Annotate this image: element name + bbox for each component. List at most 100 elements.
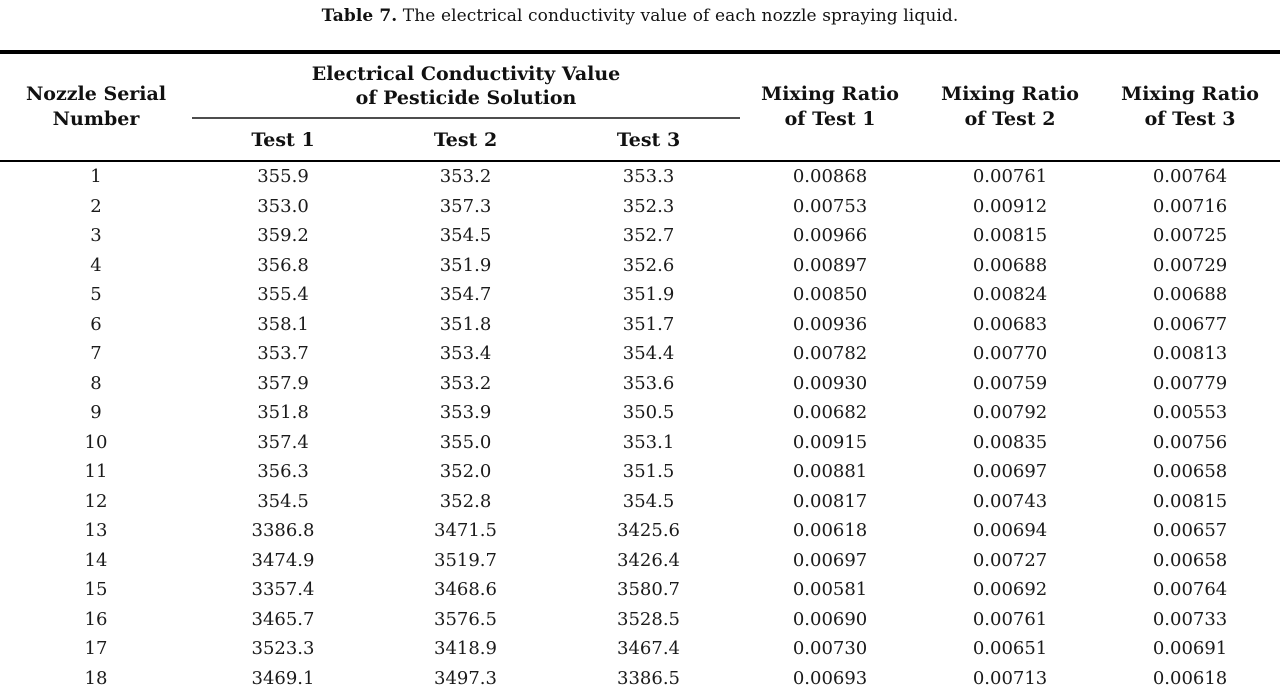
- table-row: 12 354.5 352.8 354.5 0.00817 0.00743 0.00815: [0, 487, 1280, 517]
- cell-nozzle-serial: 14: [84, 549, 108, 571]
- cell-value: 3426.4: [617, 549, 680, 571]
- cell-value: 0.00815: [1152, 490, 1228, 512]
- cell-value: 3497.3: [434, 667, 497, 689]
- cell-nozzle-serial: 7: [90, 343, 102, 365]
- cell-value: 0.00759: [972, 372, 1048, 394]
- cell-nozzle-serial: 11: [84, 461, 108, 483]
- cell-value: 0.00897: [792, 254, 868, 276]
- table-row: 8 357.9 353.2 353.6 0.00930 0.00759 0.00779: [0, 369, 1280, 399]
- cell-value: 354.5: [439, 225, 492, 247]
- header-mixing-ratio-test-1: Mixing Ratio of Test 1: [740, 52, 921, 162]
- cell-value: 0.00733: [1152, 608, 1228, 630]
- cell-value: 3467.4: [617, 638, 680, 660]
- cell-value: 354.4: [622, 343, 675, 365]
- table-row: 2 353.0 357.3 352.3 0.00753 0.00912 0.00716: [0, 192, 1280, 222]
- cell-value: 353.6: [622, 372, 675, 394]
- cell-nozzle-serial: 8: [90, 372, 102, 394]
- table-row: 3 359.2 354.5 352.7 0.00966 0.00815 0.00725: [0, 221, 1280, 251]
- cell-value: 3465.7: [251, 608, 315, 630]
- cell-value: 0.00743: [972, 490, 1048, 512]
- cell-value: 351.8: [439, 313, 492, 335]
- cell-value: 351.7: [622, 313, 675, 335]
- cell-value: 0.00713: [972, 667, 1048, 689]
- cell-value: 3580.7: [617, 579, 680, 601]
- cell-value: 0.00915: [792, 431, 868, 453]
- cell-value: 0.00658: [1152, 461, 1228, 483]
- cell-value: 0.00691: [1152, 638, 1228, 660]
- cell-value: 3528.5: [617, 608, 680, 630]
- header-test-1: Test 1: [251, 128, 315, 151]
- cell-value: 0.00835: [972, 431, 1048, 453]
- header-test-3: Test 3: [616, 128, 681, 151]
- cell-value: 0.00651: [972, 638, 1048, 660]
- cell-value: 358.1: [257, 313, 309, 335]
- cell-value: 0.00966: [792, 225, 868, 247]
- cell-nozzle-serial: 12: [84, 490, 108, 512]
- cell-value: 357.3: [439, 195, 492, 217]
- cell-value: 354.5: [257, 490, 309, 512]
- cell-value: 0.00761: [972, 608, 1048, 630]
- header-mixing-ratio-test-3: Mixing Ratio of Test 3: [1100, 52, 1280, 162]
- cell-value: 353.0: [257, 195, 309, 217]
- cell-value: 357.9: [257, 372, 309, 394]
- table-body: 1 355.9 353.2 353.3 0.00868 0.00761 0.00764 2 35…: [0, 161, 1280, 693]
- header-conductivity-title: Electrical Conductivity Value of Pestici…: [311, 63, 621, 109]
- cell-value: 0.00725: [1152, 225, 1228, 247]
- cell-value: 0.00730: [792, 638, 868, 660]
- cell-value: 359.2: [257, 225, 309, 247]
- cell-value: 0.00756: [1152, 431, 1228, 453]
- group-divider-rule: [192, 117, 741, 119]
- table-row: 16 3465.7 3576.5 3528.5 0.00690 0.00761 0.0073…: [0, 605, 1280, 635]
- cell-nozzle-serial: 5: [90, 284, 102, 306]
- cell-value: 0.00817: [792, 490, 868, 512]
- cell-value: 0.00692: [972, 579, 1048, 601]
- cell-value: 3576.5: [434, 608, 497, 630]
- cell-nozzle-serial: 4: [90, 254, 102, 276]
- cell-value: 353.2: [439, 372, 492, 394]
- table-row: 6 358.1 351.8 351.7 0.00936 0.00683 0.00677: [0, 310, 1280, 340]
- table-row: 5 355.4 354.7 351.9 0.00850 0.00824 0.00688: [0, 280, 1280, 310]
- table-header: Nozzle Serial Number Electrical Conducti…: [0, 52, 1280, 162]
- cell-value: 0.00770: [972, 343, 1048, 365]
- cell-value: 3386.8: [251, 520, 315, 542]
- cell-nozzle-serial: 18: [84, 667, 108, 689]
- cell-value: 354.5: [622, 490, 675, 512]
- table-row: 13 3386.8 3471.5 3425.6 0.00618 0.00694 0.0065…: [0, 516, 1280, 546]
- cell-value: 352.7: [622, 225, 675, 247]
- cell-value: 353.4: [439, 343, 492, 365]
- cell-value: 0.00729: [1152, 254, 1228, 276]
- cell-value: 3425.6: [617, 520, 680, 542]
- table-row: 14 3474.9 3519.7 3426.4 0.00697 0.00727 0.0065…: [0, 546, 1280, 576]
- cell-nozzle-serial: 16: [84, 608, 108, 630]
- cell-nozzle-serial: 6: [90, 313, 102, 335]
- cell-value: 355.9: [257, 166, 309, 188]
- cell-value: 351.9: [622, 284, 675, 306]
- cell-nozzle-serial: 10: [84, 431, 108, 453]
- cell-value: 357.4: [257, 431, 309, 453]
- cell-value: 3471.5: [434, 520, 497, 542]
- cell-value: 356.8: [257, 254, 309, 276]
- table-row: 17 3523.3 3418.9 3467.4 0.00730 0.00651 0.0069…: [0, 634, 1280, 664]
- cell-value: 0.00683: [972, 313, 1048, 335]
- cell-value: 353.9: [439, 402, 492, 424]
- cell-value: 0.00912: [972, 195, 1048, 217]
- cell-value: 355.0: [439, 431, 492, 453]
- cell-value: 0.00697: [792, 549, 868, 571]
- cell-value: 0.00657: [1152, 520, 1228, 542]
- cell-value: 3519.7: [434, 549, 497, 571]
- cell-value: 352.0: [439, 461, 492, 483]
- cell-value: 0.00693: [792, 667, 868, 689]
- header-conductivity-group: Electrical Conductivity Value of Pestici…: [192, 52, 741, 162]
- cell-value: 0.00658: [1152, 549, 1228, 571]
- cell-value: 0.00761: [972, 166, 1048, 188]
- cell-value: 0.00682: [792, 402, 868, 424]
- cell-value: 353.7: [257, 343, 309, 365]
- cell-nozzle-serial: 3: [90, 225, 102, 247]
- data-table: Nozzle Serial Number Electrical Conducti…: [0, 50, 1280, 693]
- table-row: 18 3469.1 3497.3 3386.5 0.00693 0.00713 0.0061…: [0, 664, 1280, 694]
- cell-value: 0.00881: [792, 461, 868, 483]
- cell-value: 0.00930: [792, 372, 868, 394]
- table-row: 15 3357.4 3468.6 3580.7 0.00581 0.00692 0.0076…: [0, 575, 1280, 605]
- cell-value: 0.00815: [972, 225, 1048, 247]
